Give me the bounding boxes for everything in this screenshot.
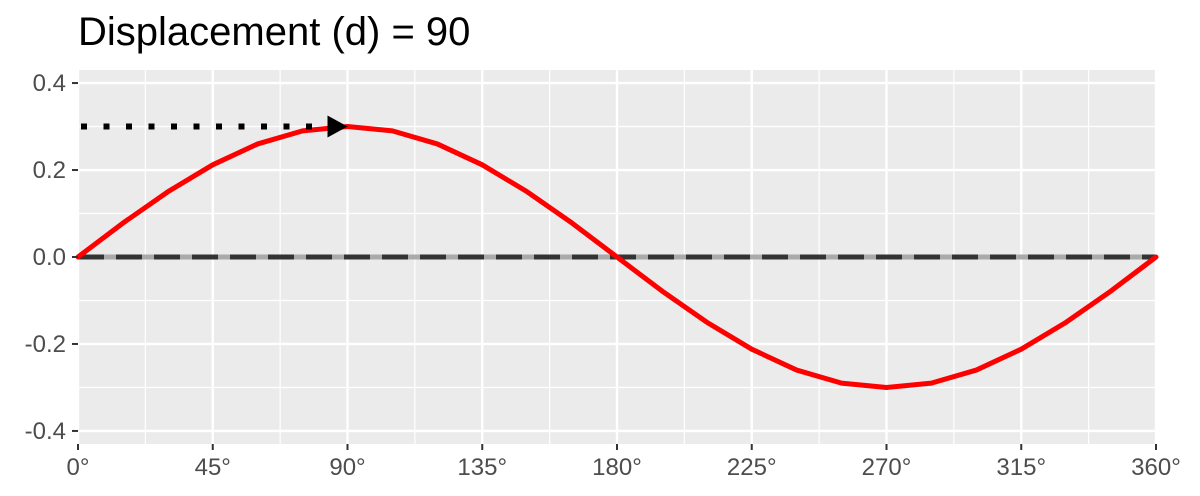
x-tick-label: 45° (195, 454, 231, 481)
x-tick-label: 270° (862, 454, 912, 481)
y-tick-label: 0.0 (33, 244, 66, 271)
chart-title: Displacement (d) = 90 (78, 10, 470, 54)
x-tick-label: 135° (457, 454, 507, 481)
series-layer (75, 124, 1159, 390)
y-tick-label: -0.2 (25, 331, 66, 358)
x-tick-label: 180° (592, 454, 642, 481)
x-tick-label: 360° (1131, 454, 1181, 481)
displacement-arrow (81, 115, 348, 138)
arrowhead-icon (327, 115, 348, 138)
axis-ticks: 0° 45° 90° 135° 180° 225° 270° 315° 360° -0.4 -0.2… (25, 70, 1181, 481)
y-tick-label: -0.4 (25, 418, 66, 445)
x-tick-label: 0° (67, 454, 90, 481)
x-tick-label: 315° (996, 454, 1046, 481)
x-tick-label: 90° (329, 454, 365, 481)
y-tick-label: 0.2 (33, 157, 66, 184)
x-tick-label: 225° (727, 454, 777, 481)
y-tick-label: 0.4 (33, 70, 66, 97)
